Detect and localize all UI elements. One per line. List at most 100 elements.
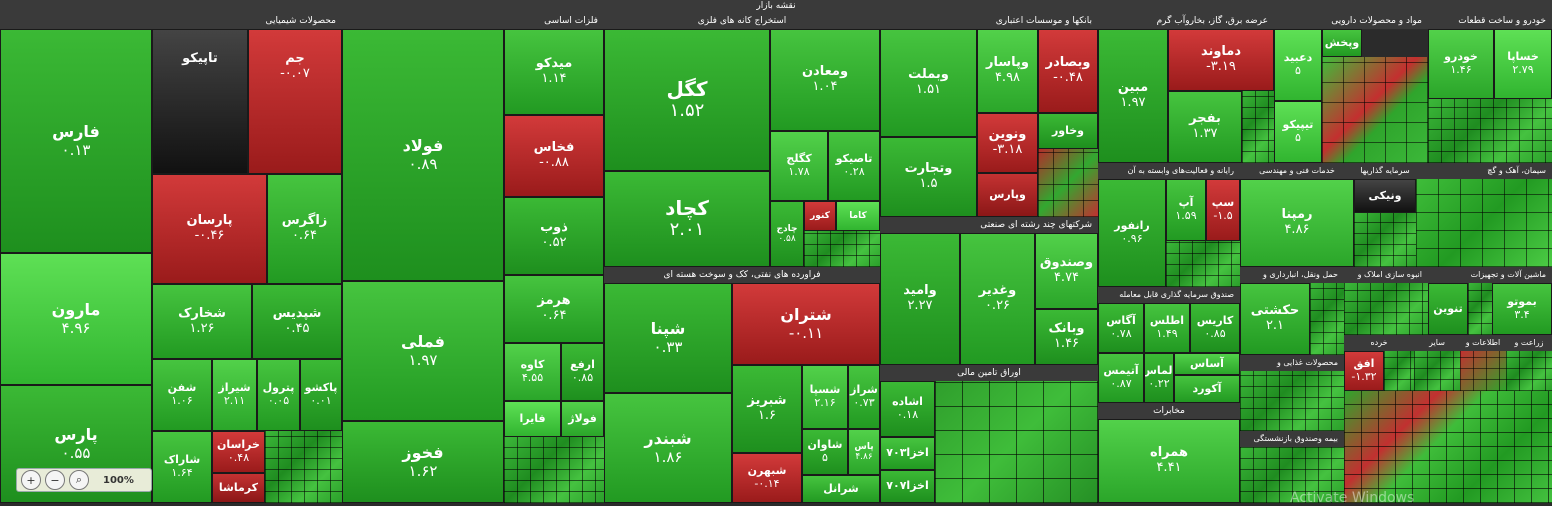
tile-parsan[interactable]: پارسان -۰.۴۶ [152,174,267,284]
tile-fakhooz[interactable]: فخوز ۱.۶۲ [342,421,504,503]
tile-zagros[interactable]: زاگرس ۰.۶۴ [267,174,342,284]
tile-jam[interactable]: جم -۰.۰۷ [248,29,342,174]
small-tiles-transport[interactable] [1310,283,1344,355]
tile-foolaj[interactable]: فولاژ [561,401,604,437]
tile-kaveh[interactable]: کاوه ۴.۵۵ [504,343,561,401]
tile-vanaki[interactable]: ونیکی [1354,179,1416,213]
tile-kama[interactable]: کاما [836,201,880,231]
tile-shakhark[interactable]: شخارک ۱.۲۶ [152,284,252,359]
zoom-reset-icon[interactable]: ⌕ [69,470,89,490]
tile-shapna[interactable]: شپنا ۰.۳۳ [604,283,732,393]
small-tiles-chemical[interactable] [265,431,342,503]
small-tiles-invest[interactable] [1354,213,1416,267]
tile-tapiko[interactable]: تاپیکو [152,29,248,174]
small-tiles-metals[interactable] [504,437,604,503]
tile-fameli[interactable]: فملی ۱.۹۷ [342,281,504,421]
tile-agas[interactable]: آگاس ۰.۷۸ [1098,303,1144,353]
tile-sap[interactable]: سپ -۱.۵ [1206,179,1240,241]
small-tiles-pharma[interactable] [1322,57,1428,163]
tile-vabsader[interactable]: وبصادر -۰.۴۸ [1038,29,1098,113]
tile-tenvin[interactable]: تنوین [1428,283,1468,335]
tile-vasandooq[interactable]: وصندوق ۴.۷۴ [1035,233,1098,309]
tile-aap[interactable]: آپ ۱.۵۹ [1166,179,1206,241]
tile-zob[interactable]: ذوب ۰.۵۲ [504,197,604,275]
tile-akord[interactable]: آکورد [1174,375,1240,403]
tile-kenor[interactable]: کنور [804,201,836,231]
small-tiles-misc[interactable] [1344,391,1552,503]
tile-sharak[interactable]: شاراک ۱.۶۴ [152,431,212,503]
small-tiles-info[interactable] [1460,351,1506,391]
small-tiles-bonds[interactable] [935,381,1098,503]
tile-afgh[interactable]: افق -۱.۳۲ [1344,351,1384,391]
tile-hakashti[interactable]: حکشتی ۲.۱ [1240,283,1310,355]
tile-sherag[interactable]: شراز ۰.۷۳ [848,365,880,429]
tile-shaspa[interactable]: شسپا ۲.۱۶ [802,365,848,429]
tile-fars[interactable]: فارس ۰.۱۳ [0,29,152,253]
tile-vatejarat[interactable]: وتجارت ۱.۵ [880,137,977,217]
tile-atlas[interactable]: اطلس ۱.۴۹ [1144,303,1190,353]
tile-vaghadir[interactable]: وغدیر ۰.۲۶ [960,233,1035,365]
tile-arfa[interactable]: ارفع ۰.۸۵ [561,343,604,401]
tile-sheranal[interactable]: شرانل [802,475,880,503]
tile-shafan[interactable]: شفن ۱.۰۶ [152,359,212,431]
tile-vaparas[interactable]: وپارس [977,173,1038,217]
tile-eshade[interactable]: اشاده ۰.۱۸ [880,381,935,437]
tile-pakshou[interactable]: پاکشو ۰.۰۱ [300,359,342,431]
tile-shabandar[interactable]: شبندر ۱.۸۶ [604,393,732,503]
small-tiles-other[interactable] [1414,351,1460,391]
tile-maroon[interactable]: مارون ۴.۹۶ [0,253,152,385]
tile-shepdis[interactable]: شپدیس ۰.۴۵ [252,284,342,359]
tile-akhza703[interactable]: اخزا۷۰۳ [880,437,935,470]
tile-debid[interactable]: دعبید ۵ [1274,29,1322,101]
tile-hormoz[interactable]: هرمز ۰.۶۴ [504,275,604,343]
small-tiles-food[interactable] [1240,371,1344,431]
tile-shiraz[interactable]: شیراز ۲.۱۱ [212,359,257,431]
tile-shavan[interactable]: شاوان ۵ [802,429,848,475]
tile-beshovo[interactable]: بموتو ۳.۴ [1492,283,1552,335]
small-tiles-retail[interactable] [1384,351,1414,391]
tile-faira[interactable]: فایرا [504,401,561,437]
small-tiles-mining[interactable] [804,231,880,267]
tile-meydko[interactable]: میدکو ۱.۱۴ [504,29,604,115]
tile-mobin[interactable]: مبین ۱.۹۷ [1098,29,1168,163]
tile-shabhran[interactable]: شبهرن -۰.۱۴ [732,453,802,503]
tile-khorasan[interactable]: خراسان ۰.۴۸ [212,431,265,473]
tile-shatran[interactable]: شتران -۰.۱۱ [732,283,880,365]
small-tiles-agri[interactable] [1506,351,1552,391]
tile-ranfor[interactable]: رانفور ۰.۹۶ [1098,179,1166,287]
small-tiles-computer[interactable] [1166,241,1240,287]
small-tiles-auto[interactable] [1428,99,1552,163]
small-tiles-machinery[interactable] [1468,283,1492,335]
tile-fakhas[interactable]: فخاس -۰.۸۸ [504,115,604,197]
tile-hamrah[interactable]: همراه ۴.۴۱ [1098,419,1240,503]
tile-vabmellat[interactable]: وبملت ۱.۵۱ [880,29,977,137]
tile-pas[interactable]: پاس ۴.۸۶ [848,429,880,475]
tile-damavand[interactable]: دماوند -۳.۱۹ [1168,29,1274,91]
tile-akhza707[interactable]: اخزا۷۰۷ [880,470,935,503]
tile-petrol[interactable]: پترول ۰.۰۵ [257,359,300,431]
tile-shabriz[interactable]: شبریز ۱.۶ [732,365,802,453]
tile-bafjar[interactable]: بفجر ۱.۳۷ [1168,91,1242,163]
tile-chadej[interactable]: چادج ۰.۵۸ [770,201,804,267]
tile-vapasar[interactable]: وپاسار ۴.۹۸ [977,29,1038,113]
tile-foolad[interactable]: فولاد ۰.۸۹ [342,29,504,281]
tile-kegolj[interactable]: کگلج ۱.۷۸ [770,131,828,201]
tile-vakhavar[interactable]: وخاور [1038,113,1098,149]
tile-almas[interactable]: الماس۰.۲۲ [1144,353,1174,403]
small-tiles-cement[interactable] [1416,179,1552,267]
tile-kegol[interactable]: کگل ۱.۵۲ [604,29,770,171]
tile-kechad[interactable]: کچاد ۲.۰۱ [604,171,770,267]
tile-khodro[interactable]: خودرو ۱.۴۶ [1428,29,1494,99]
tile-karis[interactable]: کاریس ۰.۸۵ [1190,303,1240,353]
tile-vanovin[interactable]: ونوین -۳.۱۸ [977,113,1038,173]
tile-kermasha[interactable]: کرماشا [212,473,265,503]
zoom-in-icon[interactable]: + [21,470,41,490]
tile-vamid[interactable]: وامید ۲.۲۷ [880,233,960,365]
tile-vipakhsh[interactable]: وپخش [1322,29,1362,57]
small-tiles-insurance[interactable] [1240,447,1344,503]
tile-tipiko[interactable]: تیپیکو ۵ [1274,101,1322,163]
tile-rampena[interactable]: رمپنا ۴.۸۶ [1240,179,1354,267]
tile-vamaaden[interactable]: ومعادن ۱.۰۴ [770,29,880,131]
small-tiles-realestate[interactable] [1344,283,1428,335]
tile-atimas[interactable]: آتیمس ۰.۸۷ [1098,353,1144,403]
